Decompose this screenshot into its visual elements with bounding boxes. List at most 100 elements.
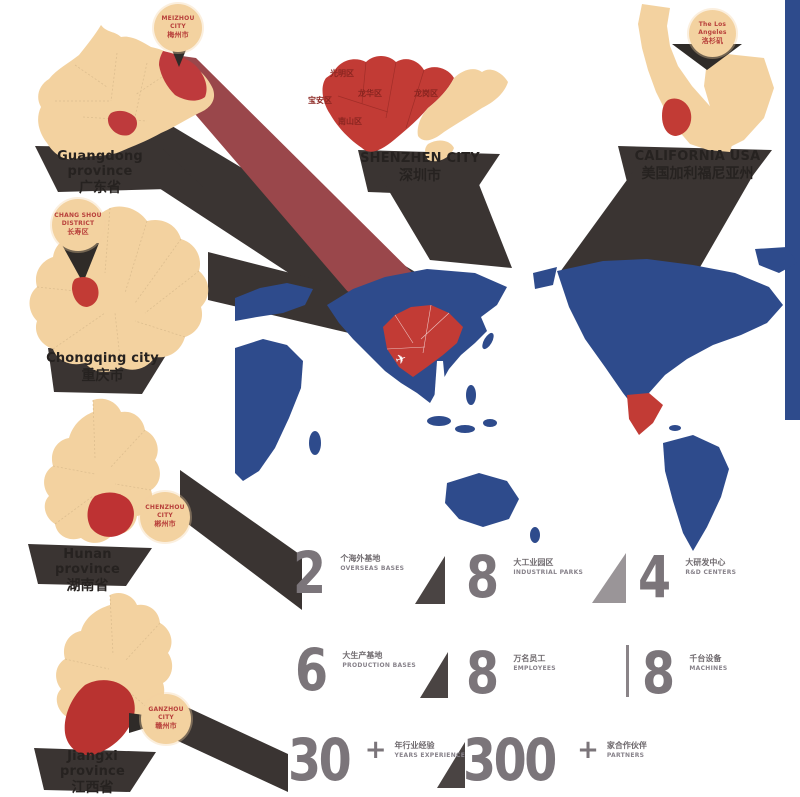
region-alaska xyxy=(533,267,557,289)
blue-edge-strip xyxy=(785,0,800,420)
badge-meizhou-line1: MEIZHOU xyxy=(161,15,195,23)
divider-4 xyxy=(626,645,629,697)
shenzhen-district-borders xyxy=(337,61,425,129)
badge-changshou-line1: CHANG SHOU xyxy=(54,212,102,220)
label-longgang: 龙岗区 xyxy=(413,88,438,98)
stat-7-label-zh: 年行业经验 xyxy=(394,741,435,750)
stat-partners: 300 + 家合作伙伴 PARTNERS xyxy=(463,726,647,794)
caption-shenzhen-zh: 深圳市 xyxy=(399,167,441,184)
badge-los-angeles: The Los Angeles 洛杉矶 xyxy=(689,10,736,57)
caption-shenzhen-en: SHENZHEN CITY xyxy=(360,151,480,166)
map-world: ✈ ✈ xyxy=(235,243,800,561)
changshou-highlight xyxy=(72,277,99,307)
stat-7-value: 30 xyxy=(288,726,352,794)
jiangxi-district-borders xyxy=(64,594,161,718)
caption-shenzhen: SHENZHEN CITY 深圳市 xyxy=(360,151,480,184)
stat-employees: 8 万名员工 EMPLOYEES xyxy=(466,639,556,707)
hunan-map-svg xyxy=(44,398,160,543)
badge-ganzhou-city: GANZHOU CITY 赣州市 xyxy=(141,694,191,744)
stat-5-label: 万名员工 EMPLOYEES xyxy=(513,654,556,673)
caption-jiangxi-en: Jiangxi province xyxy=(60,749,125,779)
caption-chongqing: Chongqing city 重庆市 xyxy=(45,351,160,384)
stat-7-label-en: YEARS EXPERIENCE xyxy=(394,751,466,759)
shenzhen-peninsula-tan xyxy=(425,140,454,162)
stat-8-value: 300 xyxy=(463,726,557,794)
island-greenland xyxy=(755,247,797,273)
airplane-icon-2: ✈ xyxy=(380,375,392,390)
caption-guangdong: Guangdong province 广东省 xyxy=(30,149,170,197)
world-map-svg: ✈ ✈ xyxy=(235,247,797,551)
shenzhen-map-svg: 光明区 宝安区 龙华区 龙岗区 南山区 xyxy=(308,56,508,162)
caption-hunan: Hunan province 湖南省 xyxy=(30,547,145,595)
california-map-svg xyxy=(638,4,774,152)
badge-la-zh: 洛杉矶 xyxy=(701,36,724,45)
stat-1-label: 个海外基地 OVERSEAS BASES xyxy=(340,554,404,573)
stat-4-label-zh: 大生产基地 xyxy=(342,651,383,660)
island-japan xyxy=(482,332,494,350)
stat-5-value: 8 xyxy=(466,639,499,707)
continent-south-america xyxy=(663,435,729,551)
ribbon-maroon-band xyxy=(140,50,475,335)
ribbon-shenzhen-to-world xyxy=(380,176,512,268)
badge-la-line2: Angeles xyxy=(698,28,727,36)
california-landmass xyxy=(638,4,734,152)
stat-5-label-en: EMPLOYEES xyxy=(513,664,556,672)
hunan-district-borders xyxy=(52,399,152,535)
caption-chongqing-en: Chongqing city xyxy=(46,351,159,366)
stat-overseas-bases: 2 个海外基地 OVERSEAS BASES xyxy=(293,539,404,607)
caption-jiangxi: Jiangxi province 江西省 xyxy=(35,749,150,797)
island-indonesia-2 xyxy=(455,425,475,433)
caption-hunan-zh: 湖南省 xyxy=(66,578,109,595)
stat-rd-centers: 4 大研发中心 R&D CENTERS xyxy=(638,548,736,606)
stat-2-value: 8 xyxy=(466,543,499,611)
stat-1-value: 2 xyxy=(293,539,326,607)
ganzhou-highlight xyxy=(64,680,135,756)
stat-2-label-en: INDUSTRIAL PARKS xyxy=(513,568,584,576)
map-jiangxi-province xyxy=(25,585,215,785)
stat-6-value: 8 xyxy=(642,639,675,707)
mexico-highlight xyxy=(627,393,663,435)
nevada-landmass xyxy=(704,52,774,150)
stat-1-label-en: OVERSEAS BASES xyxy=(340,564,405,572)
meizhou-highlight xyxy=(159,51,207,101)
stat-7-suffix: + xyxy=(364,735,387,765)
stat-machines: 8 千台设备 MACHINES xyxy=(642,639,728,707)
continent-europe xyxy=(235,283,313,321)
stat-4-label-en: PRODUCTION BASES xyxy=(342,661,417,669)
label-nanshan: 南山区 xyxy=(338,116,362,126)
shenzhen-east-tan xyxy=(417,69,508,141)
stat-production-bases: 6 大生产基地 PRODUCTION BASES xyxy=(295,641,417,699)
stat-1-label-zh: 个海外基地 xyxy=(340,554,381,563)
map-california xyxy=(612,0,792,160)
badge-ganzhou-line1: GANZHOU xyxy=(148,706,184,714)
stat-8-label: 家合作伙伴 PARTNERS xyxy=(607,741,647,760)
caption-hunan-en: Hunan province xyxy=(55,547,120,577)
stat-3-label: 大研发中心 R&D CENTERS xyxy=(685,558,736,577)
stat-5-label-zh: 万名员工 xyxy=(513,654,546,663)
stat-7-label: 年行业经验 YEARS EXPERIENCE xyxy=(395,741,466,760)
caption-guangdong-zh: 广东省 xyxy=(79,180,121,197)
stat-3-label-en: R&D CENTERS xyxy=(685,568,737,576)
stat-6-label-en: MACHINES xyxy=(689,664,728,672)
badge-meizhou-line2: CITY xyxy=(170,23,186,31)
ribbon-california-to-world xyxy=(560,162,756,288)
stat-industrial-parks: 8 大工业园区 INDUSTRIAL PARKS xyxy=(466,543,583,611)
islands-caribbean xyxy=(669,425,681,431)
continent-north-america xyxy=(557,259,783,411)
caption-jiangxi-zh: 江西省 xyxy=(71,780,114,797)
island-madagascar xyxy=(309,431,321,455)
badge-chenzhou-line2: CITY xyxy=(157,512,173,520)
stat-8-suffix: + xyxy=(577,735,599,765)
island-indonesia-1 xyxy=(427,416,451,426)
chenzhou-highlight xyxy=(87,492,134,537)
stat-2-label: 大工业园区 INDUSTRIAL PARKS xyxy=(513,558,583,577)
world-continents xyxy=(235,247,797,551)
badge-ganzhou-zh: 赣州市 xyxy=(155,722,177,731)
badge-changshou-district: CHANG SHOU DISTRICT 长寿区 xyxy=(52,199,104,251)
badge-chenzhou-line1: CHENZHOU xyxy=(145,504,185,512)
los-angeles-highlight xyxy=(662,98,692,136)
chongqing-district-borders xyxy=(36,207,200,368)
caption-bg-jiangxi xyxy=(34,748,156,792)
badge-meizhou-city: MEIZHOU CITY 梅州市 xyxy=(154,4,202,52)
stat-8-label-zh: 家合作伙伴 xyxy=(606,741,647,750)
